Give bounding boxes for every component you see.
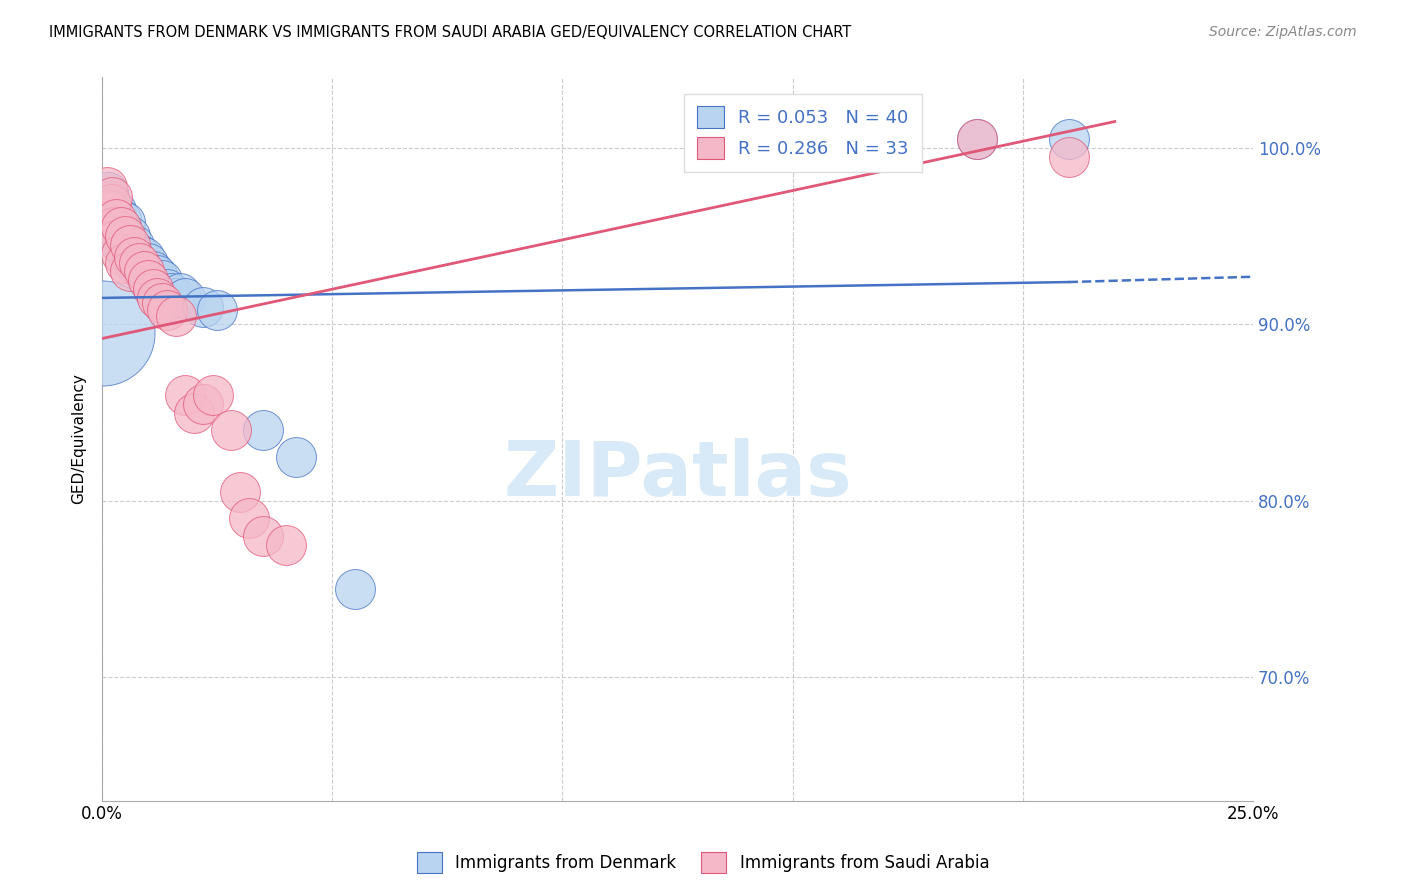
Point bbox=[111, 226, 134, 240]
Point bbox=[966, 132, 988, 146]
Point bbox=[132, 264, 155, 278]
Point bbox=[183, 406, 205, 420]
Point bbox=[110, 247, 132, 261]
Point bbox=[219, 423, 242, 437]
Point bbox=[966, 132, 988, 146]
Point bbox=[284, 450, 307, 464]
Point bbox=[114, 244, 136, 258]
Point bbox=[105, 229, 128, 244]
Point bbox=[124, 251, 146, 265]
Point bbox=[136, 255, 159, 269]
Point bbox=[103, 220, 125, 235]
Point bbox=[100, 220, 122, 235]
Point bbox=[165, 309, 187, 323]
Point bbox=[252, 423, 274, 437]
Point bbox=[128, 255, 150, 269]
Point bbox=[101, 208, 124, 222]
Y-axis label: GED/Equivalency: GED/Equivalency bbox=[72, 374, 86, 505]
Point bbox=[105, 202, 128, 217]
Text: Source: ZipAtlas.com: Source: ZipAtlas.com bbox=[1209, 25, 1357, 39]
Point bbox=[114, 229, 136, 244]
Point bbox=[103, 215, 125, 229]
Point bbox=[146, 268, 169, 282]
Point bbox=[156, 282, 179, 296]
Point bbox=[97, 185, 120, 199]
Point bbox=[150, 273, 173, 287]
Point bbox=[142, 282, 165, 296]
Point bbox=[193, 300, 215, 314]
Point bbox=[238, 511, 260, 525]
Point bbox=[107, 220, 129, 235]
Text: ZIPatlas: ZIPatlas bbox=[503, 438, 852, 512]
Point bbox=[100, 194, 122, 208]
Point bbox=[110, 211, 132, 226]
Point bbox=[101, 190, 124, 204]
Text: IMMIGRANTS FROM DENMARK VS IMMIGRANTS FROM SAUDI ARABIA GED/EQUIVALENCY CORRELAT: IMMIGRANTS FROM DENMARK VS IMMIGRANTS FR… bbox=[49, 25, 852, 40]
Point bbox=[98, 202, 121, 217]
Point bbox=[169, 285, 191, 300]
Point bbox=[118, 238, 141, 252]
Point bbox=[142, 282, 165, 296]
Point bbox=[156, 303, 179, 318]
Point bbox=[207, 303, 229, 318]
Point bbox=[193, 397, 215, 411]
Point bbox=[96, 179, 118, 194]
Point bbox=[276, 538, 298, 552]
Point bbox=[124, 255, 146, 269]
Point bbox=[1057, 132, 1080, 146]
Point bbox=[114, 255, 136, 269]
Point bbox=[105, 211, 128, 226]
Point bbox=[110, 220, 132, 235]
Point bbox=[174, 388, 197, 402]
Point bbox=[118, 229, 141, 244]
Legend: R = 0.053   N = 40, R = 0.286   N = 33: R = 0.053 N = 40, R = 0.286 N = 33 bbox=[685, 94, 922, 172]
Point bbox=[201, 388, 224, 402]
Point bbox=[160, 285, 183, 300]
Point bbox=[124, 238, 146, 252]
Point bbox=[100, 197, 122, 211]
Point bbox=[128, 247, 150, 261]
Point bbox=[110, 238, 132, 252]
Point bbox=[136, 273, 159, 287]
Point bbox=[1057, 150, 1080, 164]
Point bbox=[128, 260, 150, 275]
Point bbox=[165, 291, 187, 305]
Point bbox=[146, 291, 169, 305]
Point bbox=[142, 264, 165, 278]
Point bbox=[118, 251, 141, 265]
Point bbox=[105, 233, 128, 247]
Point bbox=[136, 273, 159, 287]
Point bbox=[91, 326, 114, 341]
Point bbox=[174, 291, 197, 305]
Point bbox=[114, 215, 136, 229]
Point bbox=[132, 251, 155, 265]
Point bbox=[229, 485, 252, 500]
Legend: Immigrants from Denmark, Immigrants from Saudi Arabia: Immigrants from Denmark, Immigrants from… bbox=[411, 846, 995, 880]
Point bbox=[344, 582, 367, 596]
Point bbox=[98, 197, 121, 211]
Point bbox=[150, 296, 173, 310]
Point bbox=[252, 529, 274, 543]
Point bbox=[118, 264, 141, 278]
